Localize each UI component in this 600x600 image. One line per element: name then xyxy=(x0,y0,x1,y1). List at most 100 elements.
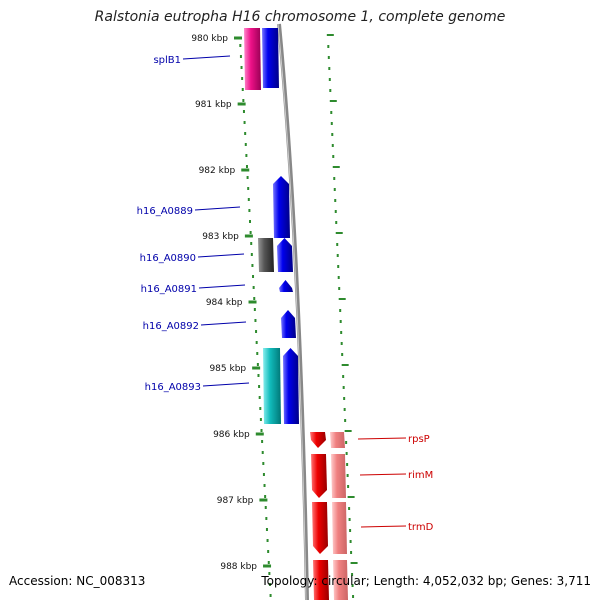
minor-tick xyxy=(253,308,256,311)
minor-tick xyxy=(257,374,260,377)
genome-summary-text: Topology: circular; Length: 4,052,032 bp… xyxy=(261,574,591,588)
minor-tick xyxy=(347,485,350,488)
minor-tick xyxy=(338,298,346,300)
minor-tick xyxy=(264,506,267,509)
minor-tick xyxy=(239,44,242,47)
minor-tick xyxy=(344,419,347,422)
gene-feature[interactable] xyxy=(330,432,345,448)
gene-feature[interactable] xyxy=(310,432,326,448)
gene-label-right[interactable]: rpsP xyxy=(408,434,430,445)
label-leader-line xyxy=(360,525,407,528)
minor-tick xyxy=(333,177,336,180)
minor-tick xyxy=(346,463,349,466)
gene-feature[interactable] xyxy=(281,310,296,338)
minor-tick xyxy=(263,484,266,487)
gene-label-left[interactable]: h16_A0891 xyxy=(141,284,197,295)
scale-tick-label: 987 kbp xyxy=(217,496,254,506)
gene-label-right[interactable]: trmD xyxy=(408,522,434,533)
minor-tick xyxy=(253,297,256,300)
gene-feature[interactable] xyxy=(277,238,293,272)
minor-tick xyxy=(340,331,343,334)
gene-labels-layer: splB1 h16_A0889 h16_A0890 h16_A0891 h16_A089… xyxy=(137,55,434,533)
gene-feature[interactable] xyxy=(313,560,329,600)
sequence-backbone xyxy=(277,23,309,600)
gene-feature[interactable] xyxy=(311,454,327,498)
gene-label-right[interactable]: rimM xyxy=(408,470,433,481)
minor-tick xyxy=(329,89,332,92)
minor-tick xyxy=(329,100,337,102)
minor-tick xyxy=(341,353,344,356)
minor-tick xyxy=(245,154,248,157)
minor-tick xyxy=(335,232,343,234)
minor-tick xyxy=(258,385,261,388)
minor-tick xyxy=(331,144,334,147)
minor-tick xyxy=(267,550,270,553)
minor-tick xyxy=(328,78,331,81)
minor-tick xyxy=(256,352,259,355)
gene-feature[interactable] xyxy=(331,454,346,498)
minor-tick xyxy=(341,364,349,366)
minor-tick xyxy=(261,440,264,443)
minor-tick xyxy=(252,286,255,289)
minor-tick xyxy=(343,397,346,400)
minor-tick xyxy=(258,396,261,399)
minor-tick xyxy=(342,386,345,389)
gene-feature[interactable] xyxy=(279,280,293,292)
minor-tick xyxy=(345,452,348,455)
minor-tick xyxy=(241,77,244,80)
minor-tick xyxy=(255,330,258,333)
minor-tick xyxy=(330,111,333,114)
minor-tick xyxy=(339,309,342,312)
gene-feature[interactable] xyxy=(258,238,274,272)
minor-tick xyxy=(268,572,271,575)
minor-tick xyxy=(259,407,262,410)
scale-tick-label: 983 kbp xyxy=(202,232,239,242)
minor-tick xyxy=(249,231,252,234)
gene-feature[interactable] xyxy=(273,176,290,238)
minor-tick xyxy=(351,573,354,576)
gene-feature[interactable] xyxy=(333,560,348,600)
minor-tick xyxy=(246,176,249,179)
scale-tick-label: 980 kbp xyxy=(191,34,228,44)
scale-tick-label: 986 kbp xyxy=(213,430,250,440)
minor-tick xyxy=(331,133,334,136)
minor-tick xyxy=(334,199,337,202)
minor-tick xyxy=(242,110,245,113)
minor-tick xyxy=(262,462,265,465)
gene-feature[interactable] xyxy=(262,28,279,88)
minor-tick xyxy=(347,496,355,498)
minor-tick xyxy=(265,528,268,531)
gene-feature[interactable] xyxy=(283,348,299,424)
minor-tick xyxy=(348,518,351,521)
minor-tick xyxy=(337,276,340,279)
minor-tick xyxy=(342,375,345,378)
minor-tick xyxy=(338,287,341,290)
gene-label-left[interactable]: h16_A0892 xyxy=(143,321,199,332)
minor-tick xyxy=(259,418,262,421)
minor-tick xyxy=(350,562,358,564)
gene-feature[interactable] xyxy=(332,502,347,554)
minor-tick xyxy=(348,507,351,510)
gene-feature[interactable] xyxy=(244,28,261,90)
label-leader-line xyxy=(182,55,231,60)
minor-tick xyxy=(256,363,259,366)
gene-label-left[interactable]: h16_A0890 xyxy=(140,253,196,264)
minor-tick xyxy=(340,342,343,345)
map-title: Ralstonia eutropha H16 chromosome 1, com… xyxy=(94,9,506,25)
minor-tick xyxy=(240,66,243,69)
scale-tick-label: 984 kbp xyxy=(206,298,243,308)
minor-tick xyxy=(350,551,353,554)
minor-tick xyxy=(332,155,335,158)
gene-label-left[interactable]: h16_A0889 xyxy=(137,206,193,217)
minor-tick xyxy=(267,561,270,564)
label-leader-line xyxy=(359,473,407,476)
scale-ticks-layer: 980 kbp 981 kbp 982 kbp 983 kbp 984 kbp 985 k… xyxy=(191,34,358,598)
minor-tick xyxy=(268,583,271,586)
gene-label-left[interactable]: splB1 xyxy=(153,55,181,66)
minor-tick xyxy=(269,594,272,597)
gene-label-left[interactable]: h16_A0893 xyxy=(145,382,201,393)
gene-feature[interactable] xyxy=(312,502,328,554)
gene-feature[interactable] xyxy=(263,348,281,424)
minor-tick xyxy=(335,221,338,224)
minor-tick xyxy=(336,254,339,257)
